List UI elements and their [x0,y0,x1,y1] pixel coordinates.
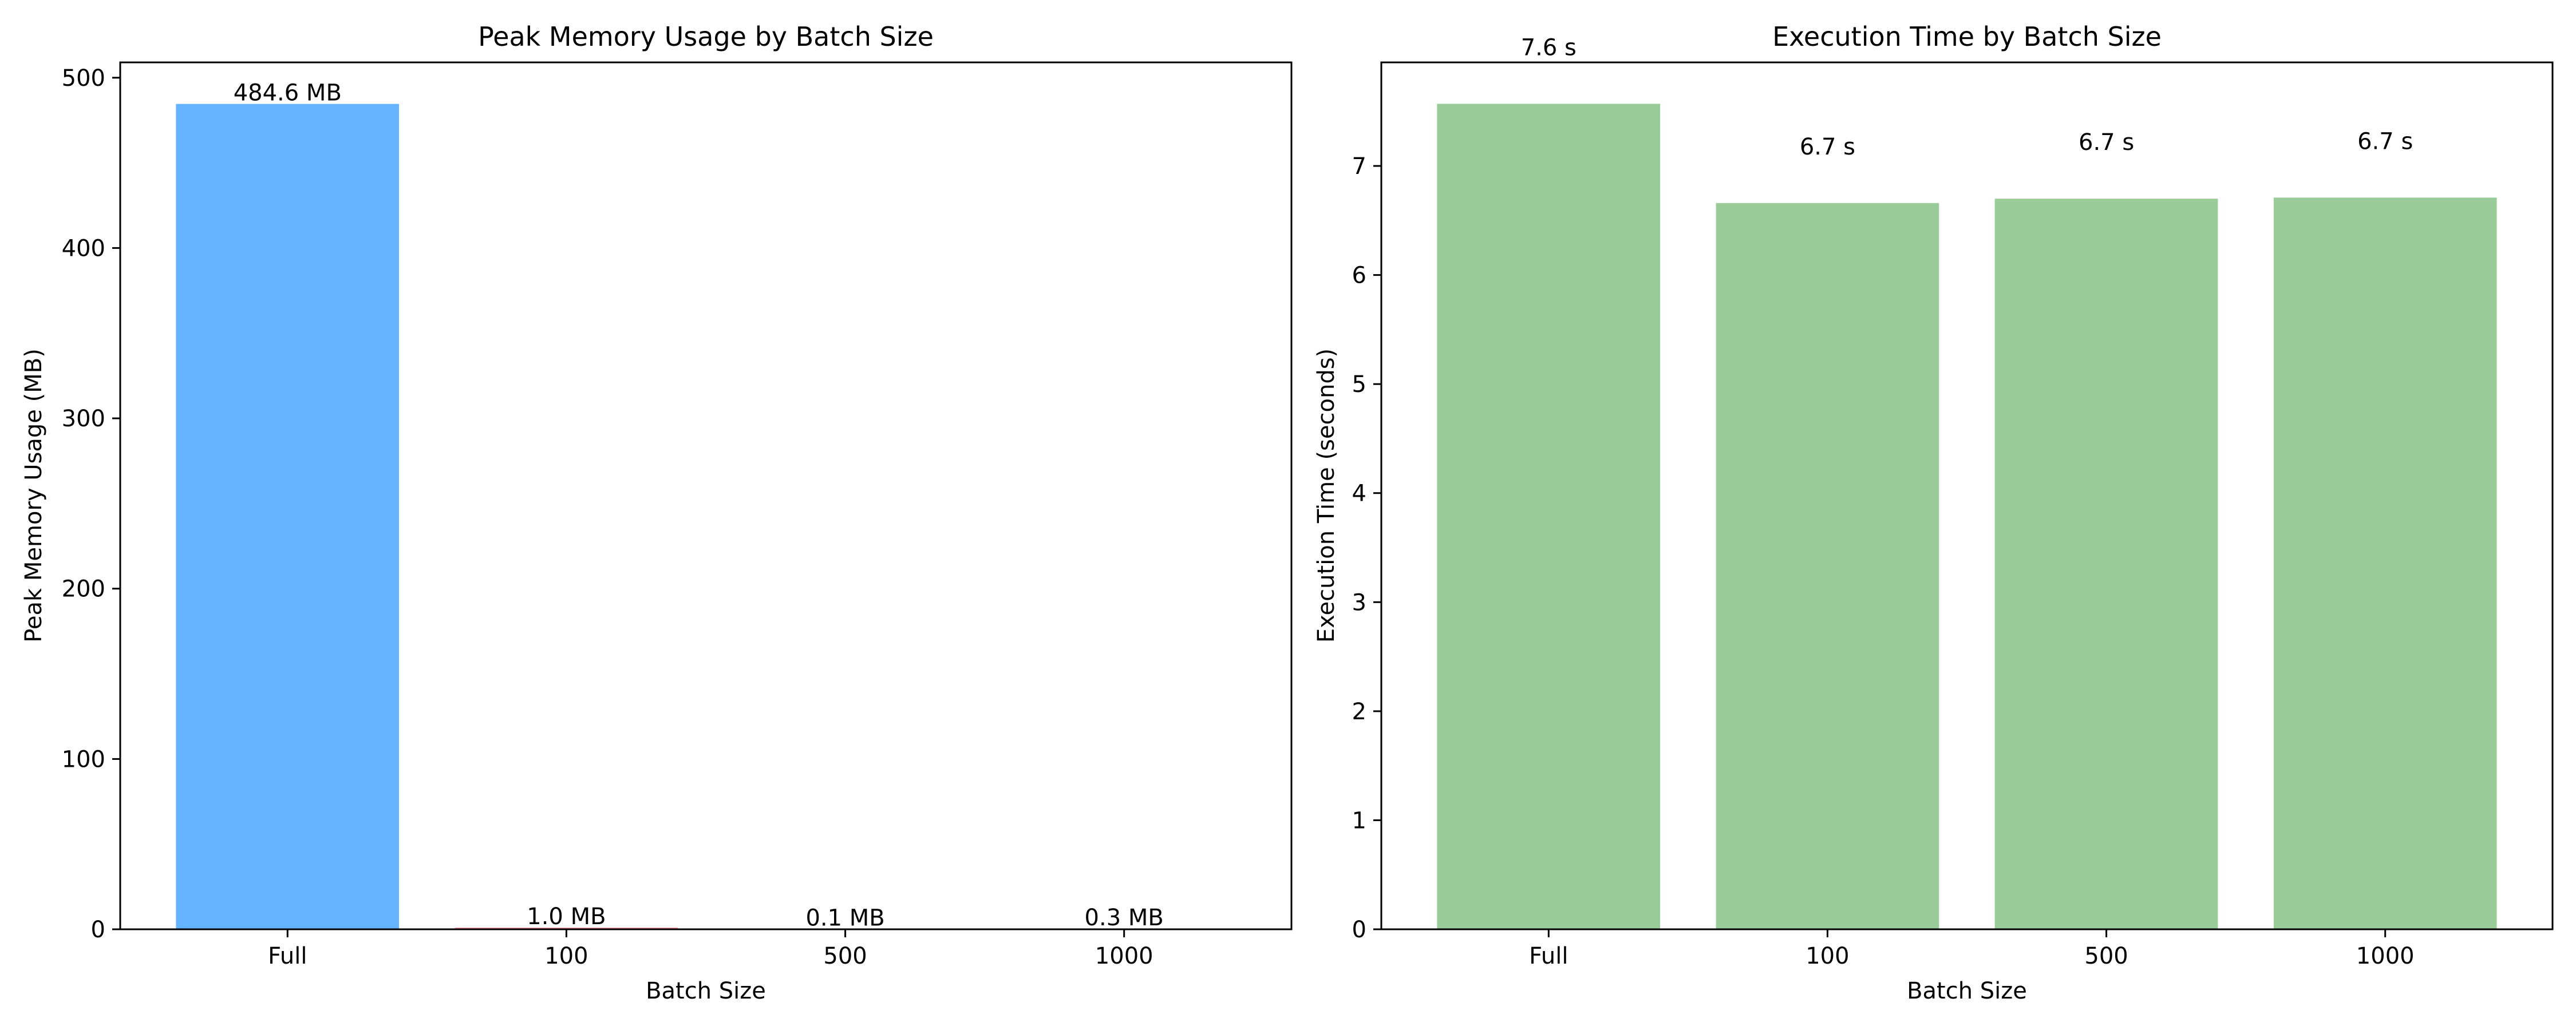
time-y-ticks: 0 1 2 3 4 5 6 7 [1352,153,1381,943]
memory-x-tick-label: Full [268,943,307,969]
time-bar [1716,203,1939,929]
memory-data-label: 0.1 MB [805,905,884,932]
time-data-label: 6.7 s [1800,134,1855,160]
time-y-axis-label: Execution Time (seconds) [1313,348,1340,643]
time-bar [1994,199,2218,930]
memory-y-ticks: 0 100 200 300 400 500 [62,65,120,943]
memory-x-tick-label: 100 [544,943,588,969]
memory-data-label: 1.0 MB [527,904,606,930]
time-y-tick-label: 6 [1352,263,1366,289]
memory-x-tick-label: 500 [823,943,867,969]
time-y-tick-label: 3 [1352,589,1366,616]
memory-chart: Peak Memory Usage by Batch Size Batch Si… [21,21,1293,1004]
time-x-axis-label: Batch Size [1907,978,2027,1004]
memory-data-labels: 484.6 MB 1.0 MB 0.1 MB 0.3 MB [234,80,1164,932]
time-bar [1437,104,1661,929]
memory-data-label: 0.3 MB [1085,905,1164,931]
time-data-label: 6.7 s [2357,128,2413,154]
memory-bars [176,104,1236,930]
time-y-tick-label: 1 [1352,807,1366,834]
time-y-tick-label: 5 [1352,371,1366,398]
memory-y-tick-label: 100 [62,746,105,772]
time-x-tick-label: Full [1529,943,1568,969]
time-x-tick-label: 1000 [2356,943,2415,969]
memory-plot-frame [119,61,1293,930]
time-y-tick-label: 0 [1352,917,1366,943]
memory-y-tick-label: 500 [62,65,105,92]
time-chart: Execution Time by Batch Size Batch Size … [1313,21,2554,1004]
time-chart-title: Execution Time by Batch Size [1772,21,2162,52]
memory-x-axis-label: Batch Size [646,978,766,1004]
memory-data-label: 484.6 MB [234,80,342,106]
time-y-tick-label: 4 [1352,481,1366,507]
memory-x-tick-label: 1000 [1095,943,1153,969]
time-x-ticks: Full 100 500 1000 [1529,929,2415,969]
time-y-tick-label: 2 [1352,699,1366,725]
memory-bar [176,104,400,930]
time-x-tick-label: 500 [2084,943,2128,969]
memory-y-tick-label: 400 [62,235,105,262]
time-plot-frame [1380,61,2554,930]
time-y-tick-label: 7 [1352,153,1366,180]
memory-y-tick-label: 0 [91,917,105,943]
time-data-label: 7.6 s [1521,34,1577,61]
time-bars [1437,104,2497,930]
time-x-tick-label: 100 [1805,943,1849,969]
time-data-labels: 7.6 s 6.7 s 6.7 s 6.7 s [1521,34,2413,160]
memory-x-ticks: Full 100 500 1000 [268,929,1153,969]
memory-y-axis-label: Peak Memory Usage (MB) [21,348,47,643]
time-data-label: 6.7 s [2079,129,2134,156]
memory-y-tick-label: 300 [62,406,105,432]
memory-y-tick-label: 200 [62,576,105,603]
memory-chart-title: Peak Memory Usage by Batch Size [478,21,934,52]
time-bar [2273,197,2497,929]
